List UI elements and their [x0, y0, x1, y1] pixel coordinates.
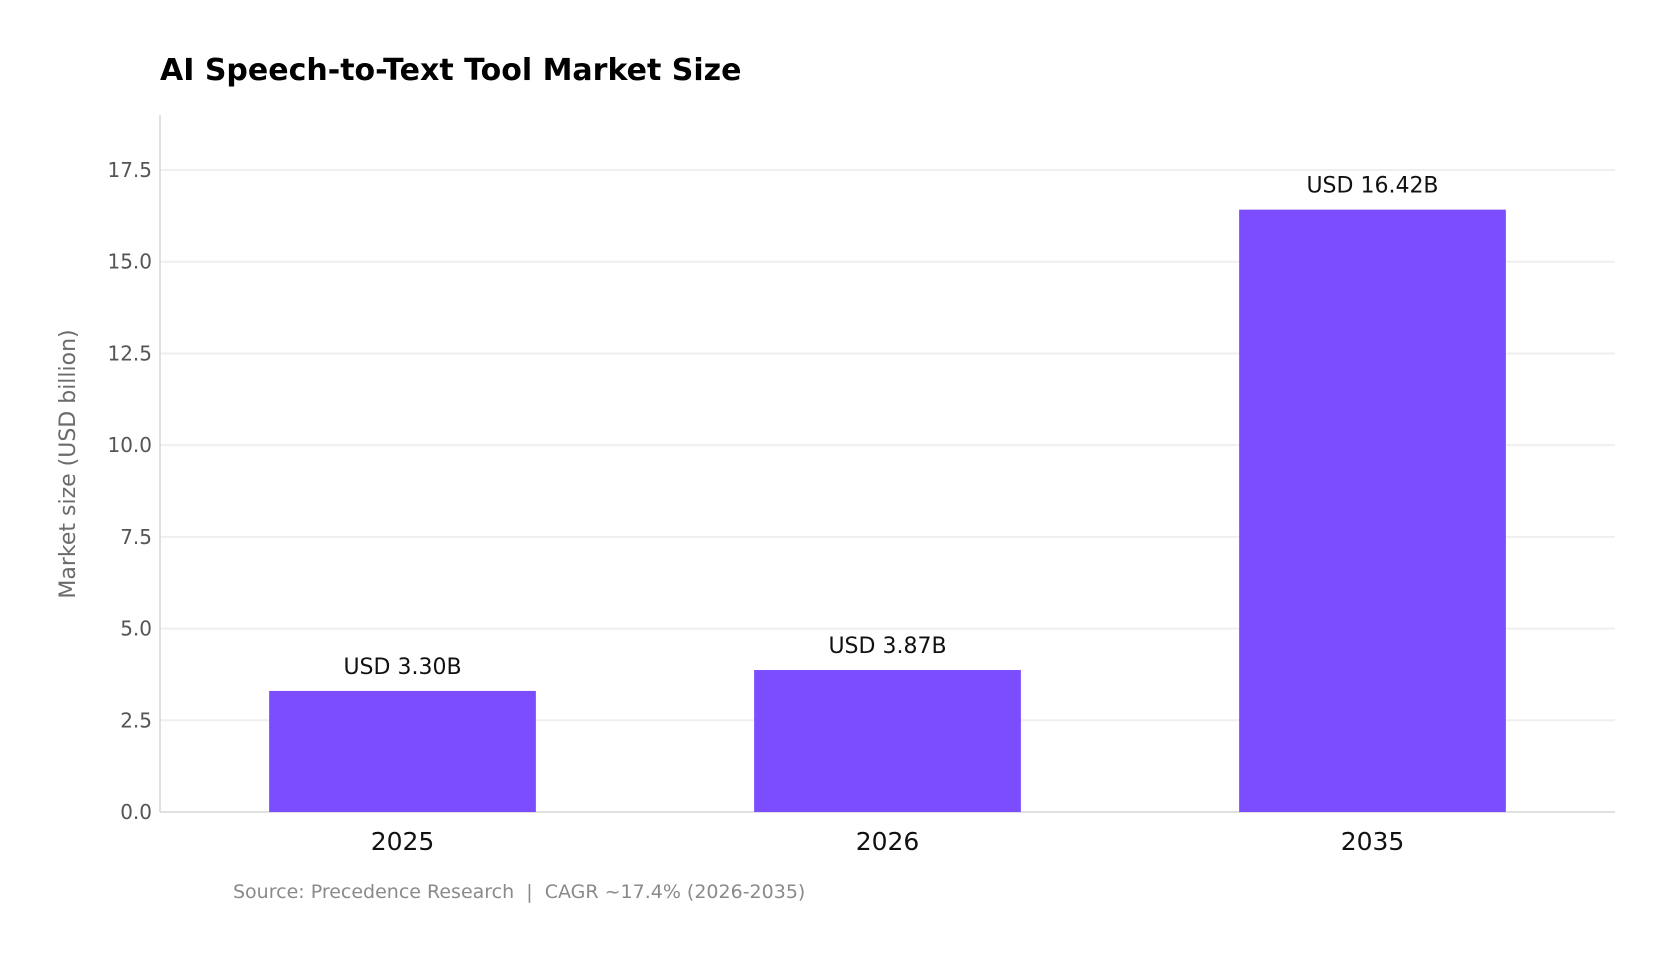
chart-title: AI Speech-to-Text Tool Market Size	[160, 53, 741, 88]
bar-2035	[1239, 209, 1506, 812]
x-tick-label: 2035	[1341, 827, 1405, 856]
y-tick-label: 0.0	[120, 800, 152, 824]
y-axis-ticks: 0.0 2.5 5.0 7.5 10.0 12.5 15.0 17.5	[107, 158, 152, 824]
x-tick-label: 2025	[371, 827, 435, 856]
y-tick-label: 7.5	[120, 525, 152, 549]
data-label-2025: USD 3.30B	[343, 655, 461, 680]
y-tick-label: 15.0	[107, 250, 152, 274]
gridlines	[160, 169, 1615, 722]
y-tick-label: 17.5	[107, 158, 152, 182]
x-axis-ticks: 2025 2026 2035	[371, 827, 1405, 856]
y-tick-label: 2.5	[120, 708, 152, 732]
x-tick-label: 2026	[856, 827, 920, 856]
source-note: Source: Precedence Research | CAGR ~17.4…	[233, 881, 805, 903]
data-label-2026: USD 3.87B	[828, 634, 946, 659]
data-label-2035: USD 16.42B	[1306, 174, 1438, 199]
bar-2025	[269, 690, 536, 812]
y-tick-label: 12.5	[107, 341, 152, 365]
bars	[269, 209, 1506, 812]
y-tick-label: 5.0	[120, 617, 152, 641]
data-labels: USD 3.30B USD 3.87B USD 16.42B	[343, 174, 1438, 680]
y-axis-label: Market size (USD billion)	[56, 329, 81, 598]
y-tick-label: 10.0	[107, 433, 152, 457]
bar-2026	[754, 670, 1021, 812]
